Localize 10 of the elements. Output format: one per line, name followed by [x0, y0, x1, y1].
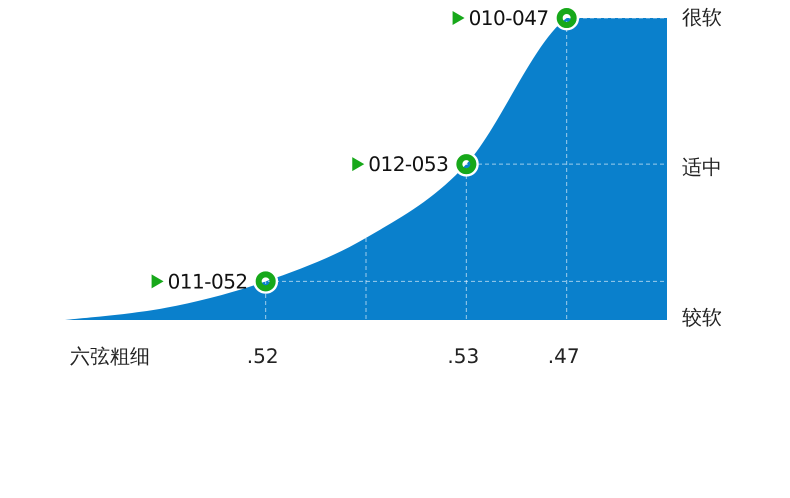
x-tick-label: .53: [447, 344, 480, 368]
text: 适中: [682, 155, 722, 179]
annotation: 011-052: [168, 269, 248, 294]
annotation: 012-053: [368, 152, 448, 176]
x-axis-title: 六弦粗细: [70, 344, 150, 368]
x-tick-label: .52: [246, 344, 279, 368]
annotation: 010-047: [468, 6, 549, 30]
text: 较软: [682, 305, 722, 329]
text: 很软: [682, 5, 722, 29]
x-tick-label: .47: [548, 344, 580, 368]
